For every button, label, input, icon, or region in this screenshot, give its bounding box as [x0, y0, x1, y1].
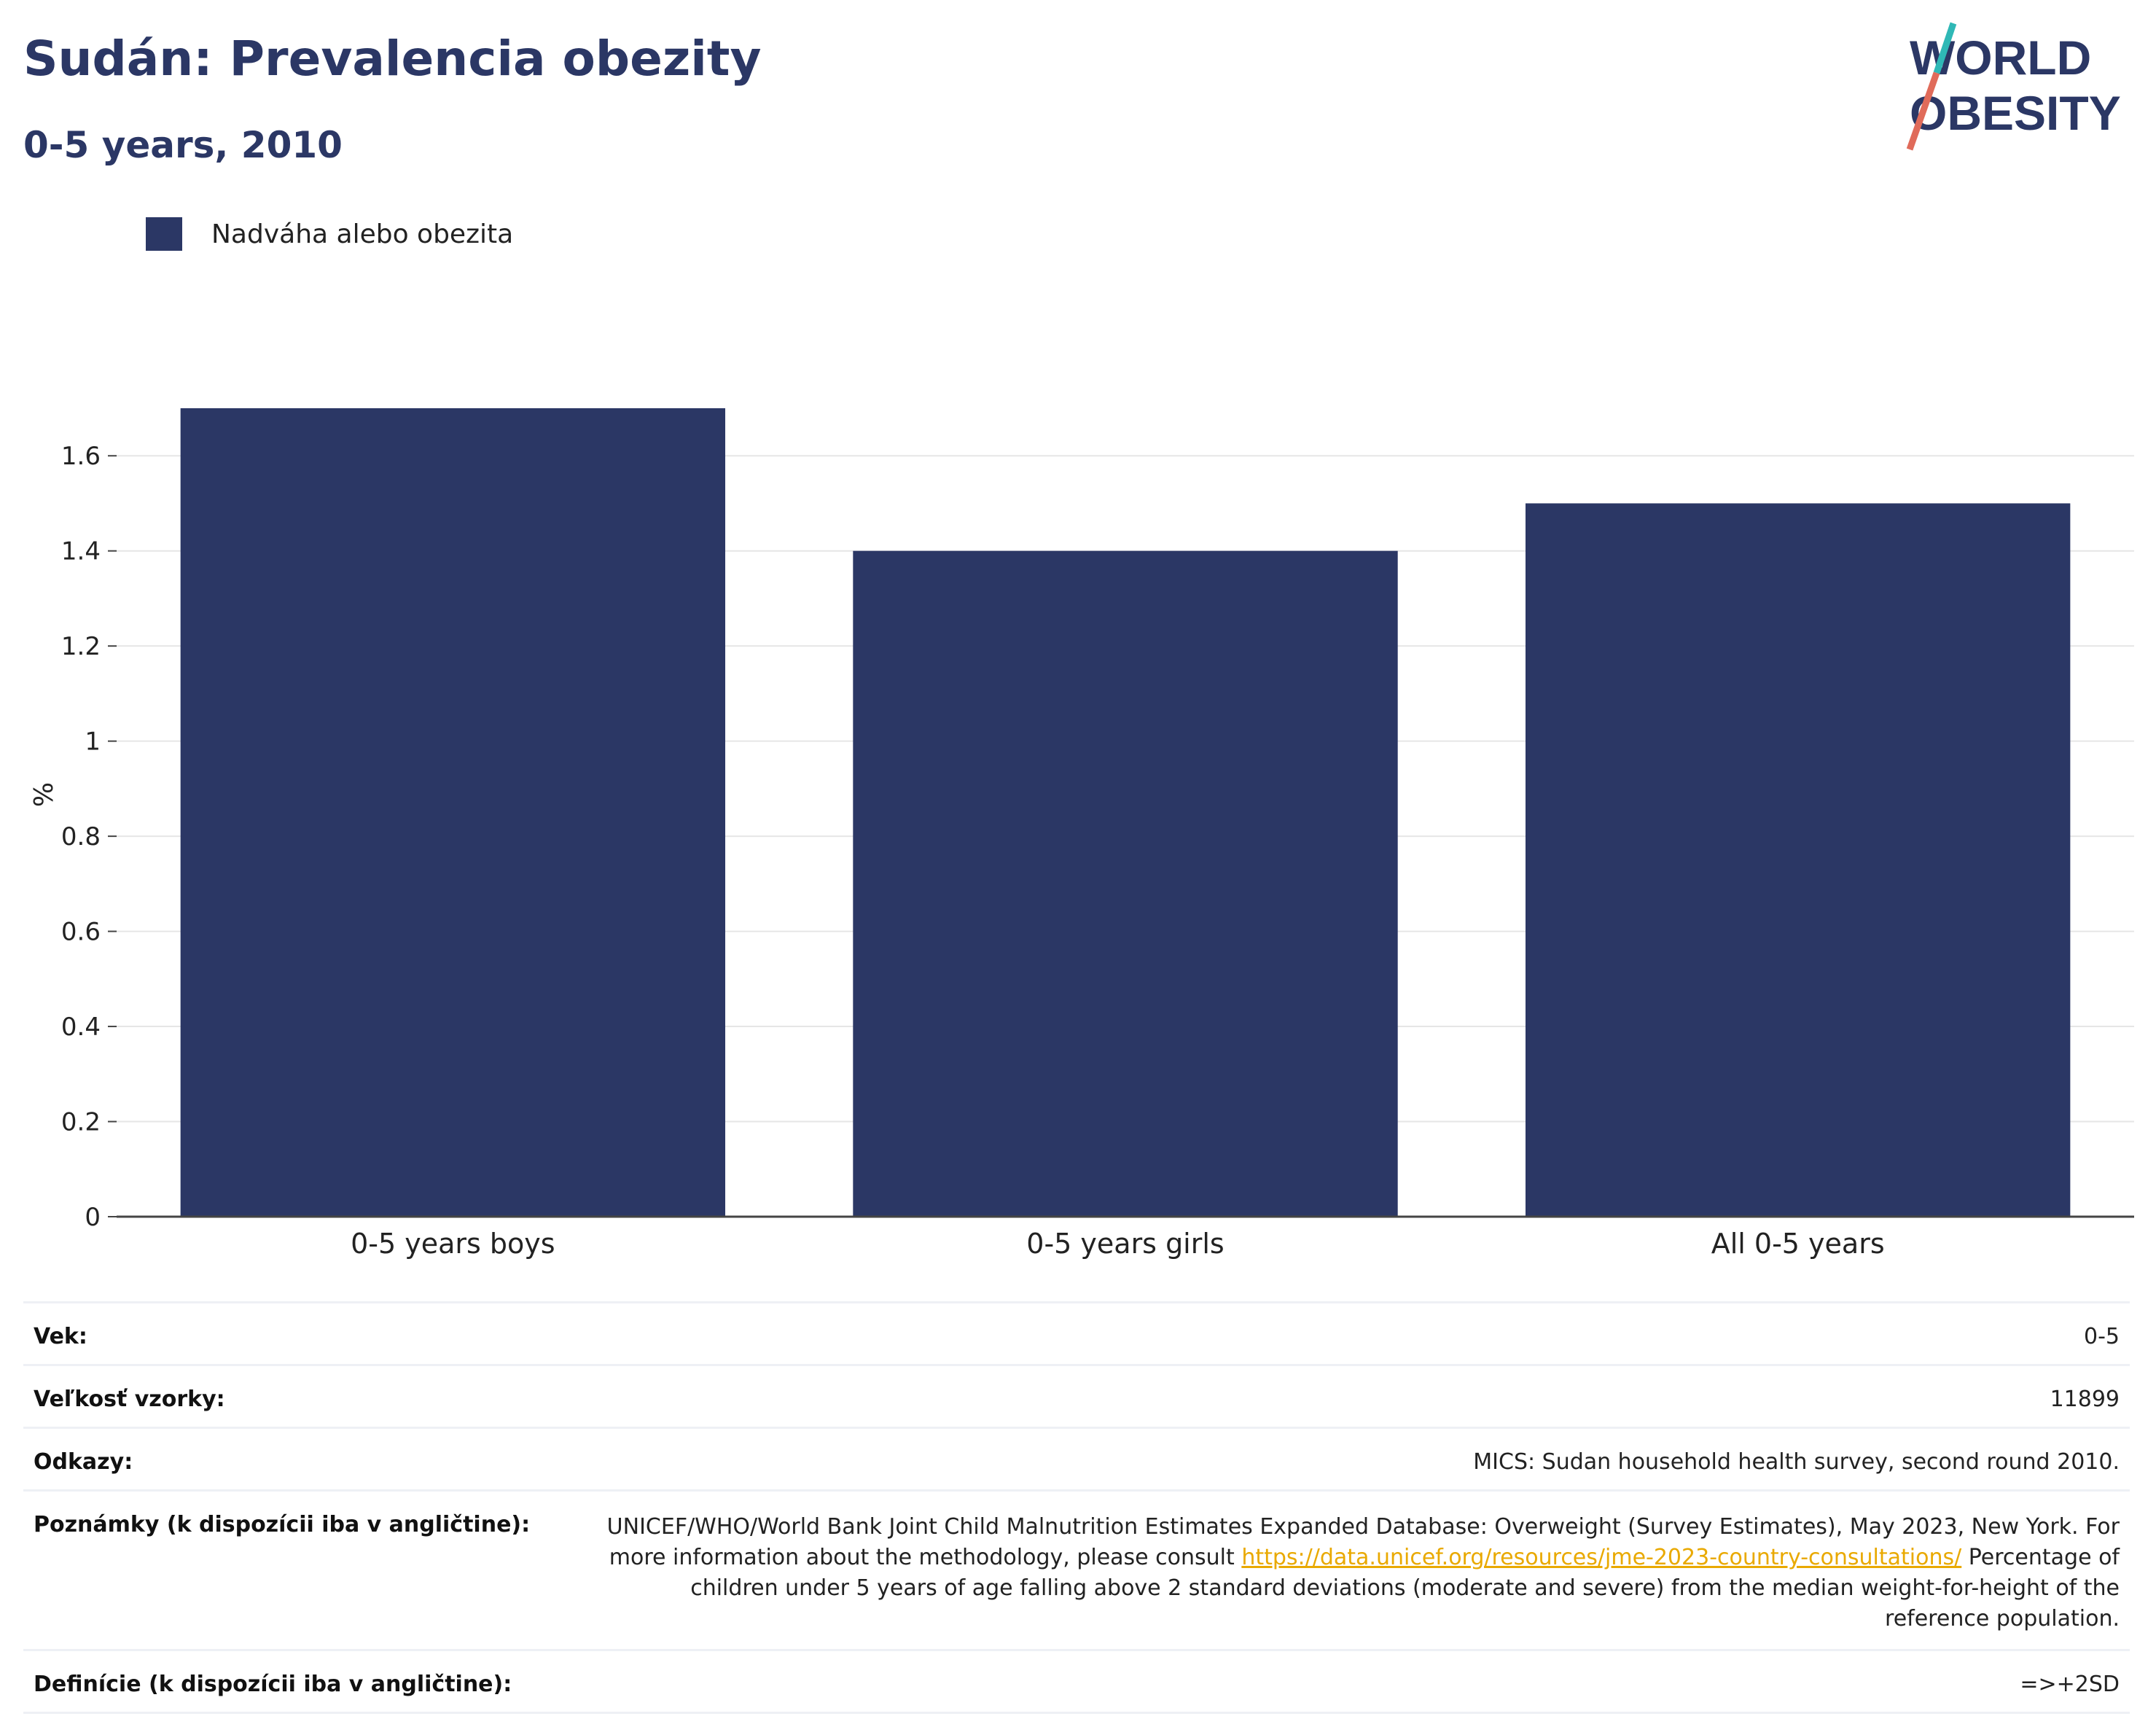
info-row-definitions: Definície (k dispozícii iba v angličtine… [23, 1649, 2130, 1714]
y-tick-label: 1 [85, 728, 101, 757]
x-category-label: All 0-5 years [1711, 1228, 1885, 1260]
logo-line2: OBESITY [1910, 86, 2121, 140]
age-value: 0-5 [2084, 1324, 2120, 1349]
y-tick-label: 0.8 [61, 822, 101, 851]
logo-teal-slash [1933, 22, 1957, 74]
info-row-sample: Veľkosť vzorky: 11899 [23, 1364, 2130, 1427]
y-tick-label: 1.6 [61, 442, 101, 471]
methodology-link[interactable]: https://data.unicef.org/resources/jme-20… [1241, 1545, 1962, 1570]
legend-swatch [146, 217, 182, 251]
bar[interactable] [853, 550, 1398, 1217]
y-tick-label: 0.6 [61, 918, 101, 947]
page-subtitle: 0-5 years, 2010 [23, 124, 343, 166]
bar[interactable] [180, 408, 726, 1217]
notes-text-2: Percentage of children under 5 years of … [690, 1545, 2120, 1631]
definitions-value: =>+2SD [2020, 1672, 2120, 1697]
bar[interactable] [1525, 503, 2071, 1217]
y-tick-label: 0.4 [61, 1013, 101, 1042]
info-row-refs: Odkazy: MICS: Sudan household health sur… [23, 1427, 2130, 1489]
age-label: Vek: [34, 1324, 87, 1349]
definitions-label: Definície (k dispozícii iba v angličtine… [34, 1672, 512, 1697]
y-axis-title: % [29, 782, 59, 807]
world-obesity-logo: WORLD OBESITY [1906, 22, 2121, 151]
refs-label: Odkazy: [34, 1449, 133, 1475]
notes-value: UNICEF/WHO/World Bank Joint Child Malnut… [589, 1512, 2120, 1634]
chart-legend[interactable]: Nadváha alebo obezita [146, 217, 513, 251]
info-table: Vek: 0-5 Veľkosť vzorky: 11899 Odkazy: M… [23, 1301, 2130, 1714]
page-title: Sudán: Prevalencia obezity [23, 31, 762, 87]
logo-coral-slash [1906, 71, 1940, 151]
sample-label: Veľkosť vzorky: [34, 1387, 225, 1412]
y-tick-label: 1.2 [61, 632, 101, 661]
x-category-label: 0-5 years boys [351, 1228, 555, 1260]
x-axis-labels: 0-5 years boys 0-5 years girls All 0-5 yea… [351, 1228, 1885, 1260]
notes-text-1: UNICEF/WHO/World Bank Joint Child Malnut… [606, 1514, 2120, 1570]
refs-value: MICS: Sudan household health survey, sec… [1473, 1449, 2120, 1475]
y-tick-label: 0 [85, 1203, 101, 1232]
bar-chart: 00.20.40.60.811.21.41.6 0-5 years boys 0-… [29, 408, 2134, 1260]
notes-label: Poznámky (k dispozícii iba v angličtine)… [34, 1512, 531, 1537]
sample-value: 11899 [2050, 1387, 2120, 1412]
y-tick-label: 1.4 [61, 537, 101, 566]
legend-label: Nadváha alebo obezita [211, 219, 514, 249]
y-tick-label: 0.2 [61, 1108, 101, 1137]
y-axis-ticks: 0 0.2 0.4 0.6 0.8 1 1.2 1.4 1.6 [61, 442, 117, 1232]
info-row-age: Vek: 0-5 [23, 1301, 2130, 1364]
x-category-label: 0-5 years girls [1026, 1228, 1224, 1260]
info-row-notes: Poznámky (k dispozícii iba v angličtine)… [23, 1489, 2130, 1649]
bars [180, 408, 2071, 1217]
